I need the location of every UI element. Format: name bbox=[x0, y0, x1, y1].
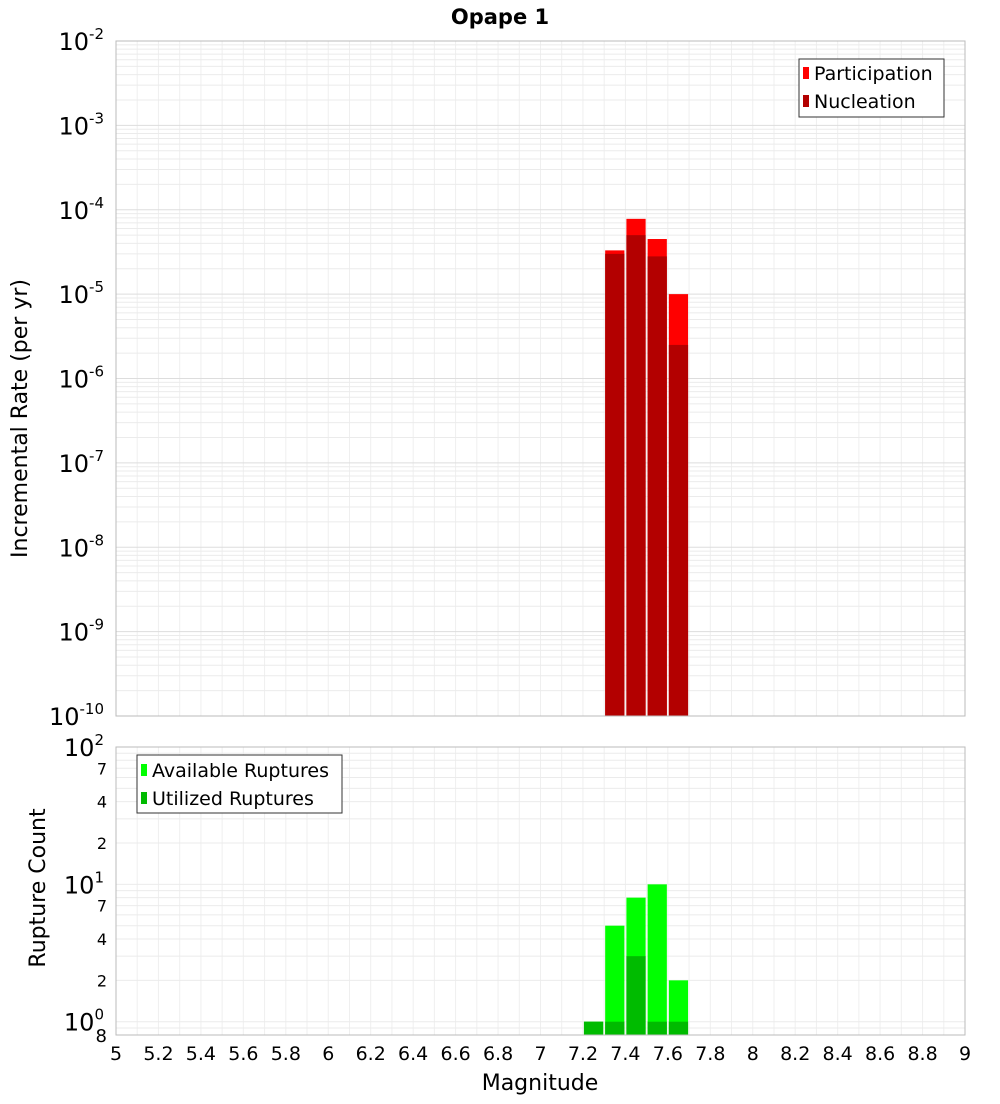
top-legend-label: Participation bbox=[814, 63, 933, 85]
bottom-y-tick-label: 100 bbox=[64, 1006, 104, 1037]
bottom-y-tick-label: 4 bbox=[97, 793, 107, 812]
x-tick-label: 8.6 bbox=[865, 1043, 895, 1065]
x-tick-label: 7.4 bbox=[610, 1043, 640, 1065]
x-tick-label: 6.4 bbox=[398, 1043, 428, 1065]
bottom-y-tick-label: 7 bbox=[97, 897, 107, 916]
utilized-ruptures-bar bbox=[605, 1021, 625, 1035]
x-tick-label: 8.8 bbox=[907, 1043, 937, 1065]
bottom-y-tick-label: 7 bbox=[97, 759, 107, 778]
x-tick-label: 8.4 bbox=[823, 1043, 853, 1065]
x-tick-label: 7.8 bbox=[695, 1043, 725, 1065]
nucleation-bar bbox=[668, 344, 689, 716]
x-tick-label: 5.6 bbox=[228, 1043, 258, 1065]
bottom-y-tick-label: 101 bbox=[64, 868, 104, 899]
top-y-tick-label: 10-6 bbox=[58, 363, 104, 394]
x-tick-label: 8 bbox=[747, 1043, 759, 1065]
top-y-tick-label: 10-9 bbox=[58, 616, 104, 647]
bottom-y-tick-label: 2 bbox=[97, 971, 107, 990]
bottom-y-axis-label: Rupture Count bbox=[26, 808, 51, 968]
bottom-y-tick-label: 4 bbox=[97, 930, 107, 949]
x-tick-label: 5.8 bbox=[271, 1043, 301, 1065]
utilized-ruptures-legend-swatch bbox=[141, 792, 147, 804]
x-tick-label: 7.2 bbox=[568, 1043, 598, 1065]
available-ruptures-bar bbox=[605, 925, 625, 1035]
nucleation-bar bbox=[647, 256, 667, 716]
bottom-legend-label: Available Ruptures bbox=[152, 760, 329, 782]
x-tick-label: 5 bbox=[110, 1043, 122, 1065]
available-ruptures-bar bbox=[668, 980, 689, 1035]
available-ruptures-bar bbox=[647, 884, 667, 1035]
bottom-plot-frame bbox=[115, 746, 966, 1036]
utilized-ruptures-bar bbox=[647, 1021, 667, 1035]
utilized-ruptures-bar bbox=[626, 956, 646, 1035]
utilized-ruptures-bar bbox=[583, 1021, 604, 1035]
x-tick-label: 6 bbox=[322, 1043, 334, 1065]
x-axis-label: Magnitude bbox=[482, 1071, 599, 1096]
nucleation-bar bbox=[605, 253, 625, 716]
x-tick-label: 7.6 bbox=[653, 1043, 683, 1065]
x-tick-label: 8.2 bbox=[780, 1043, 810, 1065]
available-ruptures-legend-swatch bbox=[141, 764, 147, 776]
x-tick-label: 9 bbox=[959, 1043, 971, 1065]
top-legend-label: Nucleation bbox=[814, 91, 916, 113]
x-tick-label: 6.8 bbox=[483, 1043, 513, 1065]
top-legend: Participation Nucleation bbox=[798, 58, 945, 118]
top-y-tick-label: 10-4 bbox=[58, 194, 104, 225]
top-y-tick-label: 10-5 bbox=[58, 278, 104, 309]
chart-title: Opape 1 bbox=[451, 5, 549, 29]
nucleation-legend-swatch bbox=[803, 95, 809, 107]
top-y-tick-label: 10-10 bbox=[49, 700, 104, 731]
x-tick-label: 5.4 bbox=[186, 1043, 216, 1065]
bottom-y-tick-label: 2 bbox=[97, 834, 107, 853]
top-legend-box bbox=[798, 58, 945, 118]
top-plot-frame bbox=[115, 40, 966, 717]
top-y-tick-label: 10-8 bbox=[58, 531, 104, 562]
x-tick-label: 5.2 bbox=[143, 1043, 173, 1065]
bottom-y-tick-label: 8 bbox=[96, 1026, 107, 1047]
utilized-ruptures-bar bbox=[668, 1021, 689, 1035]
x-tick-label: 6.2 bbox=[356, 1043, 386, 1065]
top-y-tick-label: 10-3 bbox=[58, 109, 104, 140]
top-y-axis-label: Incremental Rate (per yr) bbox=[8, 279, 33, 558]
x-tick-label: 6.6 bbox=[440, 1043, 470, 1065]
nucleation-bar bbox=[626, 235, 646, 716]
bottom-legend-label: Utilized Ruptures bbox=[152, 788, 314, 810]
bottom-y-tick-label: 102 bbox=[64, 731, 104, 762]
bottom-legend: Available Ruptures Utilized Ruptures bbox=[136, 754, 343, 814]
bottom-legend-box bbox=[136, 754, 343, 814]
participation-legend-swatch bbox=[803, 67, 809, 79]
x-tick-label: 7 bbox=[534, 1043, 546, 1065]
top-y-tick-label: 10-7 bbox=[58, 447, 104, 478]
top-y-tick-label: 10-2 bbox=[58, 25, 104, 56]
